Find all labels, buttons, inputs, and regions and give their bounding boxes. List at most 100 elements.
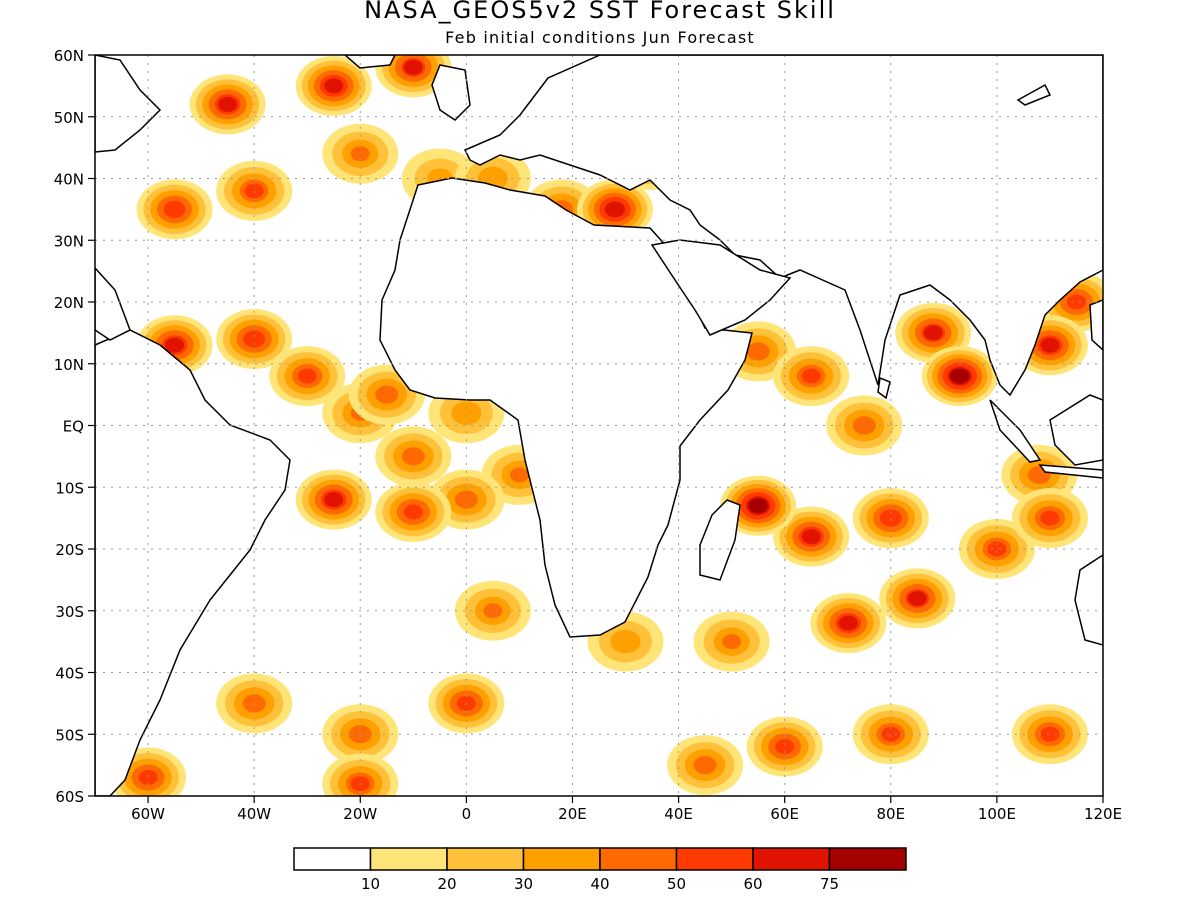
skill-contour bbox=[244, 183, 264, 199]
latitude-label: 60S bbox=[55, 788, 84, 806]
longitude-label: 40E bbox=[664, 805, 693, 823]
skill-contour bbox=[1040, 337, 1060, 353]
skill-blob bbox=[454, 580, 531, 641]
longitude-label: 20E bbox=[558, 805, 587, 823]
land-masses bbox=[95, 55, 1103, 796]
longitude-labels: 60W 40W 20W 0 20E 40E 60E 80E 100E 120E bbox=[131, 796, 1122, 823]
skill-contour bbox=[454, 490, 478, 509]
skill-blob bbox=[322, 123, 399, 184]
latitude-label: 40N bbox=[54, 171, 84, 189]
skill-blob bbox=[322, 753, 399, 796]
land-eurasia bbox=[463, 55, 1103, 397]
skill-contour bbox=[801, 529, 821, 545]
skill-contour bbox=[451, 401, 482, 425]
skill-blob bbox=[773, 506, 850, 567]
skill-blob bbox=[810, 593, 887, 654]
longitude-label: 20W bbox=[343, 805, 377, 823]
skill-contour bbox=[138, 769, 158, 785]
longitude-label: 60E bbox=[770, 805, 799, 823]
legend-swatch bbox=[446, 847, 525, 871]
skill-blob bbox=[136, 179, 213, 240]
skill-contour bbox=[403, 59, 423, 75]
skill-contour bbox=[1040, 726, 1060, 742]
latitude-label: 20S bbox=[55, 541, 84, 559]
skill-contour bbox=[746, 342, 770, 361]
color-legend: 10 20 30 40 50 60 75 bbox=[293, 847, 907, 893]
longitude-label: 100E bbox=[978, 805, 1016, 823]
skill-blob bbox=[921, 346, 998, 407]
land-philippines bbox=[1089, 299, 1103, 352]
skill-contour bbox=[775, 739, 795, 755]
skill-blob bbox=[269, 346, 346, 407]
skill-contour bbox=[923, 325, 943, 341]
skill-contour bbox=[879, 509, 902, 527]
skill-contour bbox=[604, 201, 626, 218]
map-subtitle: Feb initial conditions Jun Forecast bbox=[445, 28, 755, 47]
longitude-label: 0 bbox=[462, 805, 472, 823]
land-java bbox=[1038, 464, 1103, 479]
legend-label: 40 bbox=[590, 875, 609, 893]
land-arabia bbox=[650, 239, 792, 336]
skill-blob bbox=[375, 426, 452, 487]
legend-label: 10 bbox=[361, 875, 380, 893]
legend-label: 50 bbox=[667, 875, 686, 893]
skill-blob bbox=[428, 469, 505, 530]
skill-contour bbox=[350, 146, 370, 162]
latitude-label: 30S bbox=[55, 603, 84, 621]
skill-blob bbox=[693, 611, 770, 672]
skill-contour bbox=[950, 368, 970, 384]
skill-contour bbox=[165, 337, 185, 353]
legend-label: 75 bbox=[820, 875, 839, 893]
legend-swatch bbox=[522, 847, 601, 871]
skill-contour bbox=[218, 96, 238, 112]
skill-blob bbox=[375, 55, 452, 98]
skill-blob bbox=[189, 74, 266, 135]
skill-blob bbox=[958, 519, 1035, 579]
skill-contour bbox=[987, 541, 1007, 557]
legend-swatch bbox=[675, 847, 754, 871]
skill-blob bbox=[295, 55, 372, 116]
skill-contour bbox=[610, 629, 641, 654]
latitude-label: EQ bbox=[63, 418, 84, 436]
land-madagascar bbox=[699, 499, 741, 581]
land-sri-lanka bbox=[877, 376, 891, 400]
skill-contour bbox=[907, 590, 927, 606]
skill-blob bbox=[852, 704, 929, 765]
legend-label: 20 bbox=[437, 875, 456, 893]
skill-blob bbox=[879, 568, 956, 629]
skill-blob bbox=[852, 488, 929, 549]
longitude-label: 40W bbox=[237, 805, 271, 823]
longitude-label: 80E bbox=[877, 805, 906, 823]
skill-blob bbox=[1011, 704, 1088, 765]
skill-blob bbox=[216, 160, 293, 221]
legend-swatch bbox=[828, 847, 907, 871]
latitude-label: 50S bbox=[55, 726, 84, 744]
latitude-label: 20N bbox=[54, 294, 84, 312]
land-japan bbox=[1016, 83, 1052, 106]
skill-contour bbox=[881, 726, 901, 742]
map-grid bbox=[95, 55, 1103, 796]
skill-contour bbox=[163, 200, 186, 218]
latitude-labels: 60N 50N 40N 30N 20N 10N EQ 10S 20S 30S 40S 50S 60S bbox=[54, 47, 95, 806]
skill-contour bbox=[403, 504, 423, 520]
skill-contour bbox=[748, 498, 768, 514]
land-north-america bbox=[95, 55, 162, 153]
skill-contour bbox=[243, 330, 266, 348]
skill-contour bbox=[324, 78, 344, 94]
skill-blob bbox=[216, 309, 293, 370]
latitude-label: 10S bbox=[55, 479, 84, 497]
skill-contour bbox=[375, 385, 399, 404]
latitude-label: 50N bbox=[54, 109, 84, 127]
legend-swatch bbox=[369, 847, 448, 871]
skill-blob bbox=[295, 469, 372, 530]
skill-contour bbox=[401, 447, 425, 466]
skill-contour bbox=[1040, 510, 1060, 526]
skill-contour bbox=[722, 634, 742, 650]
longitude-label: 60W bbox=[131, 805, 165, 823]
legend-swatch bbox=[293, 847, 372, 871]
land-south-america bbox=[95, 329, 291, 796]
latitude-label: 40S bbox=[55, 665, 84, 683]
latitude-label: 60N bbox=[54, 47, 84, 65]
skill-blob bbox=[667, 735, 744, 796]
